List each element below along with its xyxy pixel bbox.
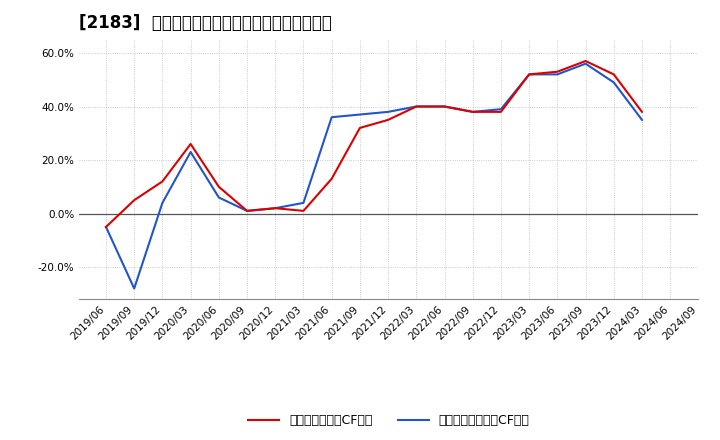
有利子負債フリーCF比率 [581,61,590,66]
有利子負債フリーCF比率 [102,224,110,230]
有利子負債フリーCF比率 [412,104,420,109]
有利子負債営業CF比率 [299,208,307,213]
有利子負債フリーCF比率 [328,114,336,120]
有利子負債フリーCF比率 [130,286,138,291]
有利子負債営業CF比率 [186,141,195,147]
有利子負債営業CF比率 [158,179,167,184]
有利子負債営業CF比率 [638,109,647,114]
有利子負債営業CF比率 [469,109,477,114]
有利子負債営業CF比率 [384,117,392,122]
有利子負債営業CF比率 [581,59,590,64]
有利子負債フリーCF比率 [525,72,534,77]
有利子負債営業CF比率 [271,205,279,211]
有利子負債フリーCF比率 [356,112,364,117]
Text: [2183]  有利子負債キャッシュフロー比率の推移: [2183] 有利子負債キャッシュフロー比率の推移 [79,15,332,33]
有利子負債営業CF比率 [609,72,618,77]
有利子負債フリーCF比率 [271,205,279,211]
有利子負債営業CF比率 [328,176,336,181]
有利子負債営業CF比率 [553,69,562,74]
有利子負債営業CF比率 [525,72,534,77]
有利子負債営業CF比率 [497,109,505,114]
有利子負債フリーCF比率 [158,200,167,205]
有利子負債営業CF比率 [356,125,364,131]
有利子負債フリーCF比率 [497,106,505,112]
有利子負債フリーCF比率 [186,149,195,154]
有利子負債フリーCF比率 [553,72,562,77]
有利子負債フリーCF比率 [384,109,392,114]
有利子負債フリーCF比率 [215,195,223,200]
Line: 有利子負債営業CF比率: 有利子負債営業CF比率 [106,61,642,227]
有利子負債営業CF比率 [215,184,223,190]
Line: 有利子負債フリーCF比率: 有利子負債フリーCF比率 [106,64,642,289]
有利子負債フリーCF比率 [638,117,647,122]
有利子負債営業CF比率 [130,198,138,203]
有利子負債フリーCF比率 [299,200,307,205]
有利子負債フリーCF比率 [609,80,618,85]
有利子負債営業CF比率 [243,208,251,213]
Legend: 有利子負債営業CF比率, 有利子負債フリーCF比率: 有利子負債営業CF比率, 有利子負債フリーCF比率 [248,414,530,428]
有利子負債フリーCF比率 [469,109,477,114]
有利子負債営業CF比率 [102,224,110,230]
有利子負債フリーCF比率 [243,208,251,213]
有利子負債営業CF比率 [412,104,420,109]
有利子負債営業CF比率 [440,104,449,109]
有利子負債フリーCF比率 [440,104,449,109]
